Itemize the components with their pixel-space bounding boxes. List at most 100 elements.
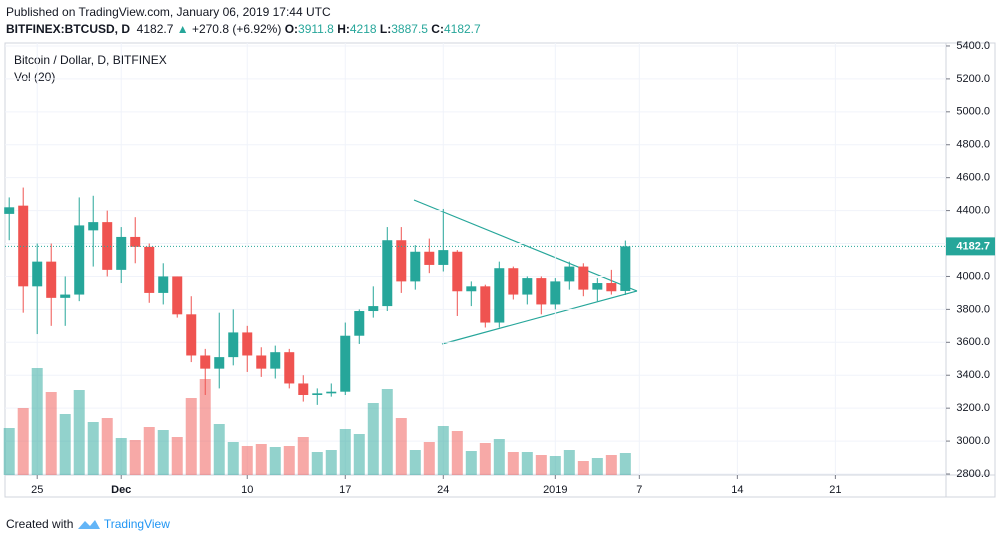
volume-bar bbox=[395, 418, 407, 475]
x-tick-label: Dec bbox=[111, 484, 131, 496]
candle-body bbox=[452, 251, 463, 292]
volume-bar bbox=[535, 455, 547, 475]
volume-bar bbox=[437, 426, 449, 475]
trend-line bbox=[441, 290, 638, 345]
volume-bar bbox=[451, 431, 463, 475]
change: +270.8 (+6.92%) bbox=[191, 22, 282, 36]
candle-body bbox=[382, 240, 393, 307]
y-tick-label: 3200.0 bbox=[956, 402, 990, 414]
volume-bar bbox=[311, 452, 323, 475]
o-label: O: bbox=[284, 22, 299, 36]
x-tick-label: 2019 bbox=[543, 484, 567, 496]
volume-bar bbox=[605, 455, 617, 475]
x-tick-label: 14 bbox=[731, 484, 743, 496]
volume-bar bbox=[591, 458, 603, 475]
candle-body bbox=[270, 352, 281, 369]
y-tick-label: 5400.0 bbox=[956, 40, 990, 52]
candle-body bbox=[312, 393, 323, 395]
volume-bar bbox=[185, 398, 197, 475]
candle-body bbox=[46, 261, 57, 298]
volume-bar bbox=[493, 439, 505, 475]
legend: Bitcoin / Dollar, D, BITFINEX bbox=[14, 53, 167, 67]
volume-bar bbox=[465, 451, 477, 475]
volume-bar bbox=[367, 403, 379, 475]
candle-body bbox=[354, 311, 365, 336]
volume-bar bbox=[269, 447, 281, 475]
created: Created with bbox=[6, 517, 74, 531]
y-tick-label: 5000.0 bbox=[956, 106, 990, 118]
candle-body bbox=[172, 276, 183, 315]
candle-body bbox=[74, 225, 85, 295]
candle-body bbox=[158, 276, 169, 293]
published: Published on TradingView.com, January 06… bbox=[6, 5, 331, 19]
volume-bar bbox=[171, 437, 183, 475]
volume-bar bbox=[353, 434, 365, 475]
volume-bar bbox=[479, 443, 491, 475]
candle-body bbox=[200, 355, 211, 369]
candle-body bbox=[368, 306, 379, 312]
candle-body bbox=[60, 294, 71, 298]
volume-bar bbox=[3, 428, 15, 475]
o-value: 3911.8 bbox=[298, 22, 334, 36]
volume-bar bbox=[157, 430, 169, 475]
x-tick-label: 25 bbox=[31, 484, 43, 496]
candle-body bbox=[550, 281, 561, 305]
volume-bar bbox=[199, 379, 211, 475]
volume-bar bbox=[31, 368, 43, 475]
candle-body bbox=[228, 332, 239, 358]
candle-body bbox=[214, 357, 225, 369]
y-tick-label: 5200.0 bbox=[956, 73, 990, 85]
volume-bar bbox=[339, 429, 351, 475]
volume-bar bbox=[507, 452, 519, 475]
x-tick-label: 17 bbox=[339, 484, 351, 496]
volume-bar bbox=[255, 444, 267, 475]
candle-body bbox=[466, 286, 477, 292]
candle-body bbox=[4, 207, 15, 214]
l-label: L: bbox=[379, 22, 392, 36]
last-price-box bbox=[946, 237, 995, 256]
volume-bar bbox=[325, 450, 337, 475]
candle-body bbox=[326, 391, 337, 394]
h-value: 4218 bbox=[349, 22, 377, 36]
volume-bar bbox=[521, 452, 533, 475]
candle-body bbox=[480, 286, 491, 323]
volume-bar bbox=[381, 389, 393, 475]
candle-body bbox=[508, 268, 519, 295]
candle-body bbox=[396, 240, 407, 282]
trend-line bbox=[413, 199, 638, 292]
volume-legend: Vol (20) bbox=[14, 70, 55, 84]
candle-body bbox=[284, 352, 295, 384]
volume-bar bbox=[45, 392, 57, 475]
volume-bar bbox=[409, 450, 421, 475]
candle-body bbox=[578, 266, 589, 290]
candle-body bbox=[32, 261, 43, 287]
candle-body bbox=[410, 251, 421, 282]
c-label: C: bbox=[431, 22, 444, 36]
volume-bar bbox=[577, 461, 589, 475]
frame bbox=[4, 42, 996, 498]
candle-body bbox=[424, 251, 435, 265]
y-tick-label: 4600.0 bbox=[956, 172, 990, 184]
volume-bar bbox=[297, 437, 309, 475]
x-tick-label: 7 bbox=[636, 484, 642, 496]
candle-body bbox=[186, 314, 197, 356]
candle-body bbox=[438, 250, 449, 265]
volume-bar bbox=[17, 408, 29, 475]
volume-bar bbox=[115, 438, 127, 475]
x-tick-label: 24 bbox=[437, 484, 449, 496]
volume-bar bbox=[241, 446, 253, 475]
last-price-label: 4182.7 bbox=[956, 240, 990, 252]
c-value: 4182.7 bbox=[443, 22, 481, 36]
candle-body bbox=[298, 383, 309, 395]
y-tick-label: 3000.0 bbox=[956, 435, 990, 447]
x-tick-label: 10 bbox=[241, 484, 253, 496]
logo bbox=[77, 520, 100, 529]
x-tick-label: 21 bbox=[829, 484, 841, 496]
volume-bar bbox=[283, 446, 295, 475]
candle-body bbox=[620, 246, 631, 291]
volume-bar bbox=[227, 442, 239, 475]
y-tick-label: 3800.0 bbox=[956, 303, 990, 315]
candle-body bbox=[606, 283, 617, 292]
candle-body bbox=[130, 236, 141, 247]
